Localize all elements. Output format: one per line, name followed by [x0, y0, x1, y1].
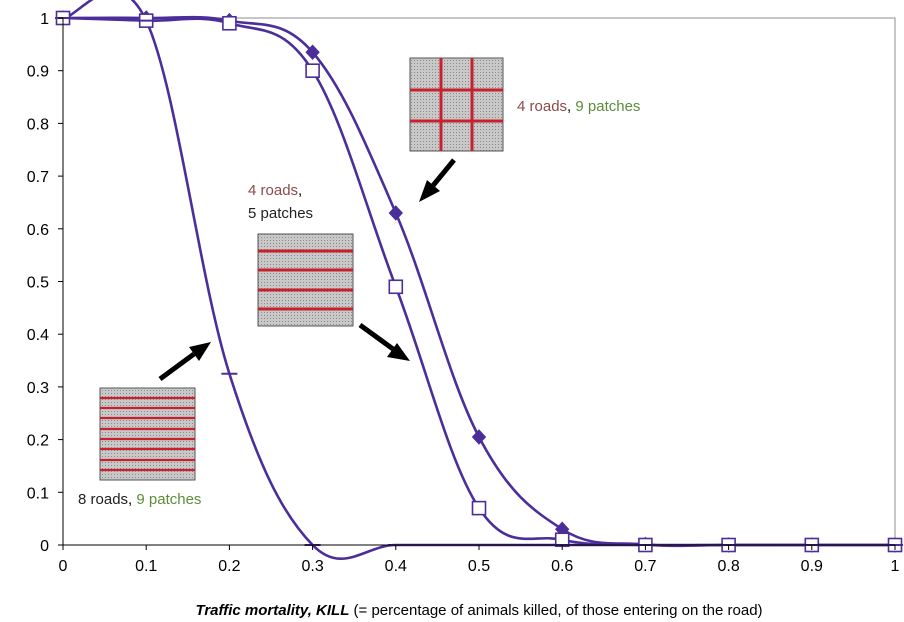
y-tick-label: 0.7: [27, 169, 49, 186]
annotation-label-5-patches: 5 patches: [248, 205, 313, 222]
annotation-part: 9 patches: [575, 98, 640, 115]
diamond-point: [388, 205, 403, 221]
annotation-part: ,: [567, 98, 575, 115]
square-point: [222, 15, 237, 31]
annotation-label-4-roads: 4 roads,: [248, 182, 302, 199]
y-tick-label: 0.1: [27, 485, 49, 502]
inset-8-roads-9-patches: [99, 387, 196, 481]
x-tick-label: 0.3: [301, 558, 323, 575]
x-tick-label: 0.6: [551, 558, 573, 575]
x-tick-label: 0.7: [634, 558, 656, 575]
annotation-part: 5 patches: [248, 205, 313, 222]
y-tick-label: 0.3: [27, 380, 49, 397]
x-tick-label: 0.1: [135, 558, 157, 575]
diamond-point: [471, 429, 487, 445]
arrow-to-diamond-curve: [419, 158, 456, 202]
x-tick-label: 0.5: [468, 558, 490, 575]
x-tick-label: 0.8: [717, 558, 739, 575]
y-tick-label: 0.9: [27, 64, 49, 81]
y-tick-label: 0.6: [27, 222, 49, 239]
x-tick-label: 0.4: [385, 558, 407, 575]
arrow-to-square-curve: [358, 322, 410, 361]
y-tick-label: 0.2: [27, 433, 49, 450]
arrow-to-dash-curve: [158, 342, 211, 382]
annotation-part: 8 roads: [78, 491, 128, 508]
annotation-label-8-roads-9-patches: 8 roads, 9 patches: [78, 491, 201, 508]
x-tick-label: 0.9: [801, 558, 823, 575]
y-tick-label: 0.4: [27, 327, 49, 344]
y-tick-label: 1: [40, 11, 49, 28]
annotation-part: ,: [298, 182, 302, 199]
inset-4-roads-5-patches: [257, 233, 354, 327]
annotation-part: 4 roads: [248, 182, 298, 199]
y-tick-label: 0: [40, 538, 49, 555]
x-axis-label: Traffic mortality, KILL (= percentage of…: [195, 602, 762, 619]
square-point: [305, 63, 320, 78]
annotation-part: 9 patches: [136, 491, 201, 508]
square-point: [471, 500, 487, 516]
inset-4-roads-9-patches: [409, 57, 504, 152]
y-tick-label: 0.8: [27, 116, 49, 133]
square-point: [388, 279, 404, 295]
annotation-label-4-roads-9-patches: 4 roads, 9 patches: [517, 98, 640, 115]
x-tick-label: 0: [59, 558, 68, 575]
x-axis-label-rest: (= percentage of animals killed, of thos…: [349, 602, 762, 619]
x-tick-label: 1: [891, 558, 900, 575]
y-tick-label: 0.5: [27, 275, 49, 292]
diamond-point: [305, 44, 320, 60]
x-axis-label-bold: Traffic mortality, KILL: [195, 602, 349, 619]
x-tick-label: 0.2: [218, 558, 240, 575]
annotation-part: ,: [128, 491, 136, 508]
annotation-part: 4 roads: [517, 98, 567, 115]
